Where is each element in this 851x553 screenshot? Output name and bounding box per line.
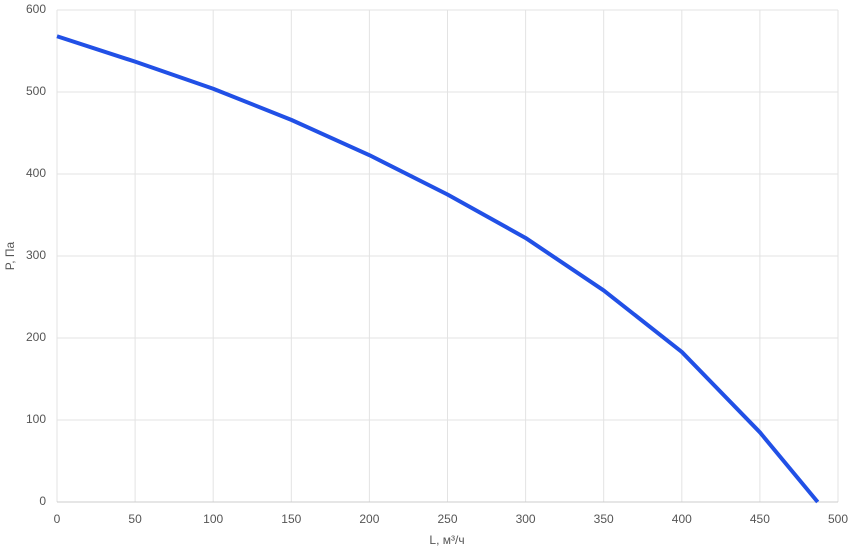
y-tick-label: 0 — [39, 494, 46, 508]
x-tick-label: 500 — [828, 512, 848, 526]
x-tick-label: 350 — [594, 512, 614, 526]
x-tick-label: 200 — [359, 512, 379, 526]
x-tick-label: 250 — [437, 512, 457, 526]
y-tick-label: 600 — [26, 2, 46, 16]
x-tick-label: 400 — [672, 512, 692, 526]
x-axis-label: L, м³/ч — [429, 533, 464, 547]
y-tick-label: 300 — [26, 248, 46, 262]
x-tick-label: 450 — [750, 512, 770, 526]
x-tick-label: 150 — [281, 512, 301, 526]
x-tick-label: 50 — [128, 512, 142, 526]
y-tick-label: 400 — [26, 166, 46, 180]
y-tick-label: 200 — [26, 330, 46, 344]
x-tick-label: 0 — [54, 512, 61, 526]
x-tick-label: 300 — [516, 512, 536, 526]
y-tick-label: 100 — [26, 412, 46, 426]
y-tick-label: 500 — [26, 84, 46, 98]
x-tick-label: 100 — [203, 512, 223, 526]
line — [56, 34, 820, 504]
y-axis-label: P, Па — [3, 241, 17, 270]
